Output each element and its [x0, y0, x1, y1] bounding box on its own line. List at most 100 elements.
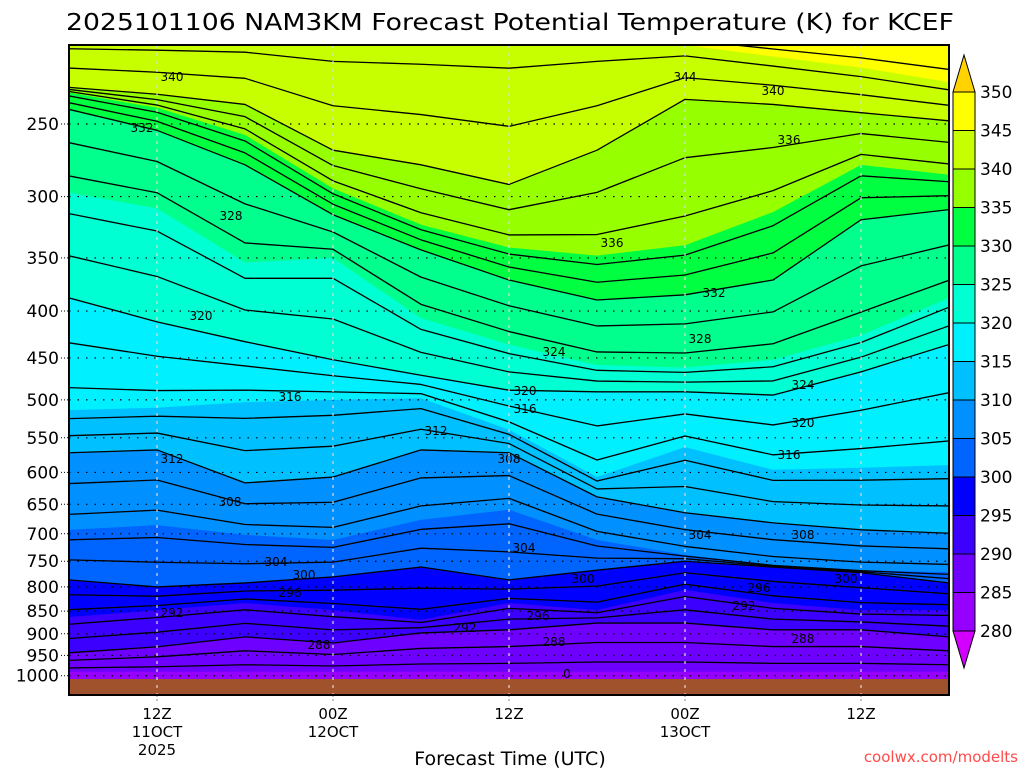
contour-294 — [69, 595, 949, 625]
contour-label: 288 — [308, 638, 331, 652]
colorbar-box-290-295 — [952, 515, 976, 555]
contour-332 — [69, 102, 949, 283]
y-tick-label: 850 — [27, 602, 59, 622]
colorbar-label: 300 — [980, 468, 1012, 488]
colorbar: 280 285 290 295 300 305 310 315 320 325 330 335 340 3… — [952, 53, 1012, 670]
contour-300 — [69, 560, 949, 588]
colorbar-label: 290 — [980, 545, 1012, 565]
axes: 250 300 350 400 450 500 550 600 650 700 750 800 850 9… — [16, 44, 950, 759]
x-tick-label: 00Z — [318, 705, 347, 723]
contour-label: 292 — [733, 599, 756, 613]
y-tick-label: 900 — [27, 625, 59, 645]
contour-label: 308 — [219, 495, 242, 509]
y-tick-label: 300 — [27, 188, 59, 208]
chart-title: 2025101106 NAM3KM Forecast Potential Tem… — [66, 10, 954, 36]
contour-label: 288 — [792, 632, 815, 646]
colorbar-box-285-290 — [952, 553, 976, 593]
x-tick-label: 11OCT — [132, 723, 183, 741]
contour-292 — [69, 609, 949, 640]
x-tick-label: 12OCT — [308, 723, 359, 741]
x-tick-label: 2025 — [138, 741, 176, 759]
contour-label: 296 — [527, 609, 550, 623]
y-tick-label: 650 — [27, 495, 59, 515]
contour-label: 316 — [279, 390, 302, 404]
x-tick-label: 13OCT — [660, 723, 711, 741]
y-tick-label: 800 — [27, 578, 59, 598]
colorbar-box-330-335 — [952, 207, 976, 247]
plot-area: 340 332 328 320 316 312 312 308 304 300 296 292 288 3… — [69, 45, 949, 695]
colorbar-box-340-345 — [952, 130, 976, 170]
y-tick-label: 500 — [27, 391, 59, 411]
contour-label: 292 — [454, 621, 477, 635]
colorbar-label: 340 — [980, 160, 1012, 180]
contour-324 — [69, 212, 949, 374]
y-tick-label: 1000 — [16, 667, 59, 687]
contour-label: 300 — [293, 568, 316, 582]
x-tick-label: 12Z — [494, 705, 523, 723]
contour-label: 340 — [762, 84, 785, 98]
colorbar-label: 305 — [980, 430, 1012, 450]
contour-label: 316 — [514, 402, 537, 416]
contour-304 — [69, 523, 949, 576]
contour-label: 332 — [131, 121, 154, 135]
colorbar-over-triangle — [952, 53, 976, 93]
contour-312 — [69, 428, 949, 507]
y-tick-label: 250 — [27, 115, 59, 135]
y-tick-label: 750 — [27, 552, 59, 572]
contour-310 — [69, 449, 949, 534]
y-tick-label: 950 — [27, 646, 59, 666]
x-tick-label: 12Z — [846, 705, 875, 723]
contour-346 — [728, 45, 949, 71]
contour-label: 328 — [220, 209, 243, 223]
colorbar-box-320-325 — [952, 284, 976, 324]
contour-label: 340 — [161, 70, 184, 84]
contour-338 — [69, 88, 949, 211]
y-tick-label: 550 — [27, 429, 59, 449]
colorbar-box-310-315 — [952, 361, 976, 401]
contour-label: 308 — [498, 452, 521, 466]
contour-344 — [69, 48, 949, 91]
contour-label: 304 — [265, 555, 288, 569]
colorbar-label: 315 — [980, 353, 1012, 373]
colorbar-label: 320 — [980, 314, 1012, 334]
colorbar-label: 330 — [980, 237, 1012, 257]
contour-label: 312 — [425, 424, 448, 438]
contour-label: 304 — [689, 528, 712, 542]
colorbar-label: 335 — [980, 199, 1012, 219]
colorbar-box-335-340 — [952, 168, 976, 208]
contour-label: 300 — [835, 572, 858, 586]
colorbar-box-280-285 — [952, 592, 976, 632]
contour-326 — [69, 175, 949, 354]
plot-frame — [68, 44, 950, 696]
contour-label: 312 — [161, 452, 184, 466]
contour-label: 288 — [543, 635, 566, 649]
x-axis-label: Forecast Time (UTC) — [414, 748, 605, 768]
contour-label: 0 — [563, 667, 571, 681]
watermark: coolwx.com/modelts — [864, 748, 1018, 766]
contour-label: 304 — [513, 541, 536, 555]
colorbar-under-triangle — [952, 630, 976, 670]
colorbar-box-345-350 — [952, 91, 976, 131]
contour-label: 300 — [572, 572, 595, 586]
y-tick-label: 400 — [27, 302, 59, 322]
colorbar-label: 285 — [980, 584, 1012, 604]
colorbar-box-300-305 — [952, 438, 976, 478]
colorbar-label: 345 — [980, 122, 1012, 142]
contour-308 — [69, 474, 949, 550]
colorbar-label: 310 — [980, 391, 1012, 411]
contour-336 — [69, 90, 949, 236]
colorbar-label: 350 — [980, 83, 1012, 103]
contour-314 — [69, 407, 949, 482]
contour-label: 320 — [514, 384, 537, 398]
contour-label: 324 — [792, 378, 815, 392]
contour-340 — [69, 86, 949, 186]
colorbar-label: 325 — [980, 276, 1012, 296]
colorbar-label: 295 — [980, 507, 1012, 527]
y-tick-label: 450 — [27, 349, 59, 369]
contour-label: 292 — [161, 606, 184, 620]
contour-330 — [69, 108, 949, 301]
contour-label: 296 — [748, 581, 771, 595]
contour-328 — [69, 142, 949, 327]
contour-label: 328 — [689, 332, 712, 346]
